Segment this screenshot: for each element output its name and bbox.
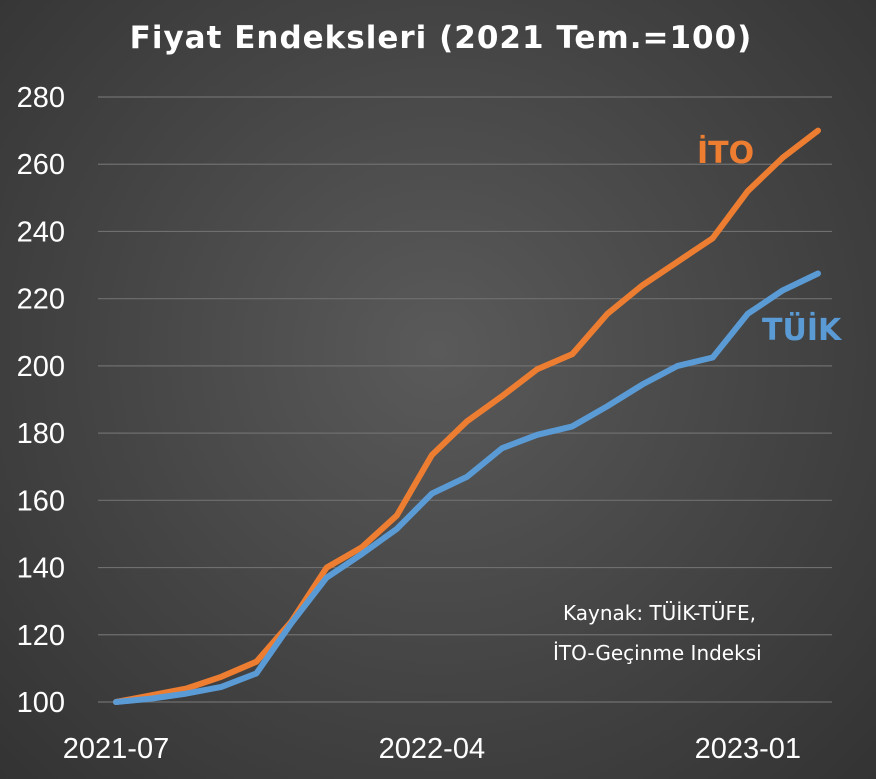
source-line-2: İTO-Geçinme Indeksi — [553, 641, 762, 665]
x-axis-ticks: 2021-07 2022-04 2023-01 — [63, 733, 801, 765]
y-tick-label: 160 — [17, 485, 65, 517]
source-note: Kaynak: TÜİK-TÜFE, İTO-Geçinme Indeksi — [553, 601, 762, 665]
y-tick-label: 240 — [17, 216, 65, 248]
y-tick-label: 260 — [17, 149, 65, 181]
series-line-tuik — [113, 270, 821, 705]
source-line-1: Kaynak: TÜİK-TÜFE, — [563, 601, 756, 625]
series-line-ito — [113, 127, 821, 705]
y-tick-label: 220 — [17, 284, 65, 316]
y-tick-label: 140 — [17, 553, 65, 585]
series-lines — [113, 127, 821, 705]
y-axis-ticks: 100 120 140 160 180 200 220 240 260 280 — [17, 82, 65, 719]
x-tick-label: 2023-01 — [695, 733, 801, 765]
y-tick-label: 120 — [17, 620, 65, 652]
series-label-tuik: TÜİK — [762, 311, 843, 348]
x-tick-label: 2022-04 — [379, 733, 485, 765]
series-label-ito: İTO — [697, 135, 754, 171]
x-tick-label: 2021-07 — [63, 733, 169, 765]
y-tick-label: 280 — [17, 82, 65, 114]
y-tick-label: 180 — [17, 418, 65, 450]
y-tick-label: 200 — [17, 351, 65, 383]
chart-title: Fiyat Endeksleri (2021 Tem.=100) — [130, 20, 753, 56]
y-tick-label: 100 — [17, 687, 65, 719]
gridlines — [98, 96, 832, 703]
series-labels: İTO TÜİK — [697, 135, 843, 348]
